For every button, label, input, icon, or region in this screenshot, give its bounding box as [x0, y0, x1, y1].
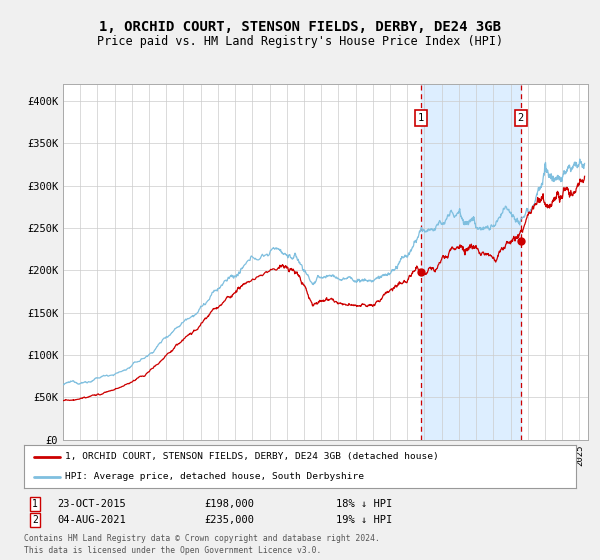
- Text: 1, ORCHID COURT, STENSON FIELDS, DERBY, DE24 3GB: 1, ORCHID COURT, STENSON FIELDS, DERBY, …: [99, 20, 501, 34]
- Text: 1: 1: [418, 113, 424, 123]
- Text: 19% ↓ HPI: 19% ↓ HPI: [336, 515, 392, 525]
- Text: 18% ↓ HPI: 18% ↓ HPI: [336, 499, 392, 509]
- Text: £235,000: £235,000: [204, 515, 254, 525]
- Text: 2: 2: [32, 515, 38, 525]
- Text: 04-AUG-2021: 04-AUG-2021: [57, 515, 126, 525]
- Text: Price paid vs. HM Land Registry's House Price Index (HPI): Price paid vs. HM Land Registry's House …: [97, 35, 503, 48]
- Text: 1: 1: [32, 499, 38, 509]
- Text: 23-OCT-2015: 23-OCT-2015: [57, 499, 126, 509]
- Text: £198,000: £198,000: [204, 499, 254, 509]
- Text: HPI: Average price, detached house, South Derbyshire: HPI: Average price, detached house, Sout…: [65, 472, 364, 481]
- Text: Contains HM Land Registry data © Crown copyright and database right 2024.
This d: Contains HM Land Registry data © Crown c…: [24, 534, 380, 555]
- Bar: [421, 84, 521, 440]
- Text: 2: 2: [518, 113, 524, 123]
- Text: 1, ORCHID COURT, STENSON FIELDS, DERBY, DE24 3GB (detached house): 1, ORCHID COURT, STENSON FIELDS, DERBY, …: [65, 452, 439, 461]
